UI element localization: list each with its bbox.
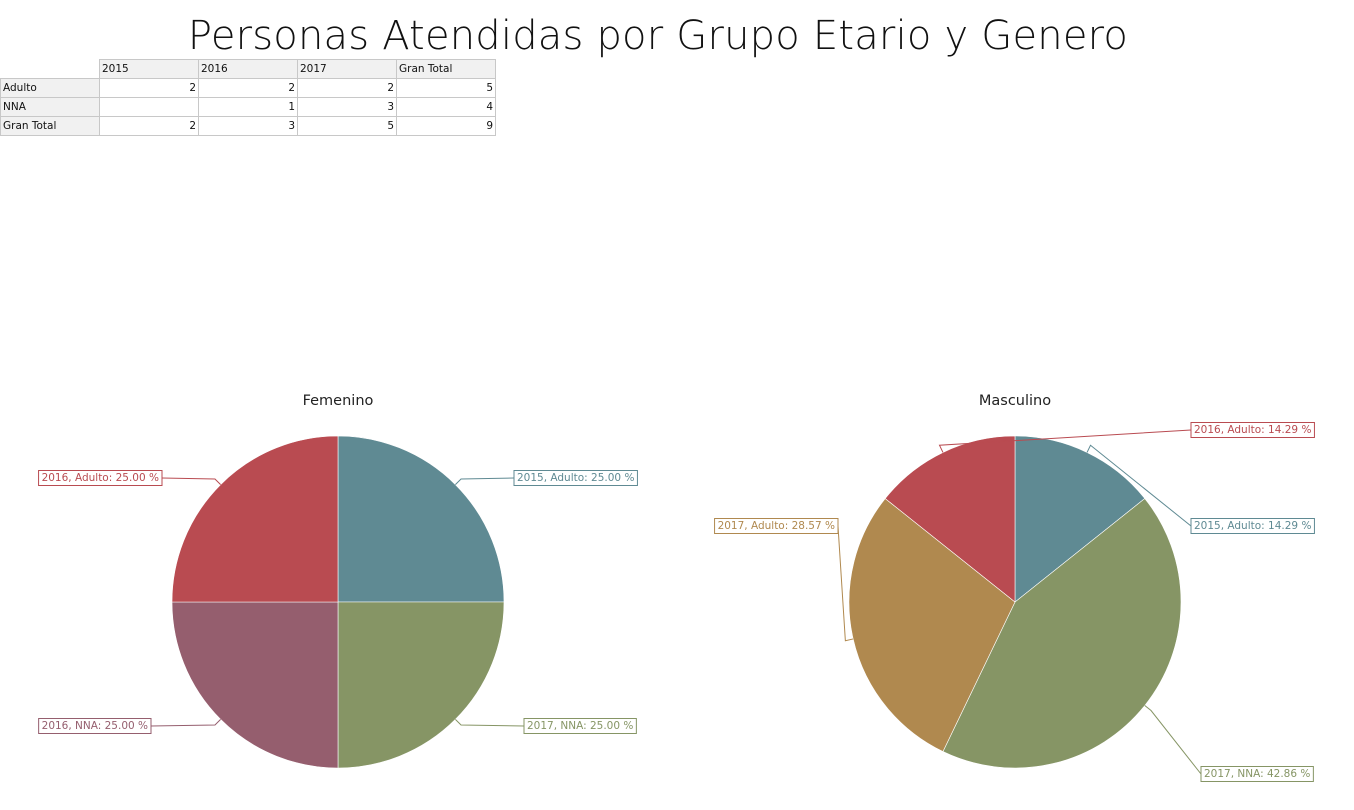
table-row: Gran Total 2 3 5 9 [0,116,496,136]
leader-line [1086,444,1192,527]
data-label-box [1190,518,1315,534]
pie-slice [171,601,339,769]
data-label: 2016, Adulto: 25.00 % [42,472,159,484]
table-cell: 2 [99,116,199,136]
data-label-box [513,470,638,486]
row-header: Adulto [0,78,100,98]
table-cell: 2 [297,78,397,98]
pie-slice [1014,435,1146,603]
data-label: 2017, Adulto: 28.57 % [718,520,835,532]
data-label: 2015, Adulto: 14.29 % [1194,520,1311,532]
column-header: 2016 [198,59,298,79]
leader-line [455,719,525,727]
pie-slice [337,435,505,603]
page-title: Personas Atendidas por Grupo Etario y Ge… [187,13,1129,59]
pivot-table: 2015 2016 2017 Gran Total Adulto 2 2 2 5… [0,59,496,136]
data-label-box [714,518,839,534]
table-cell: 3 [198,116,298,136]
table-cell: 4 [396,97,496,117]
data-label: 2017, NNA: 42.86 % [1204,768,1310,780]
chart-title: Masculino [979,393,1051,409]
leader-line [455,477,515,485]
table-cell [99,97,199,117]
table-cell: 2 [198,78,298,98]
table-row: Adulto 2 2 2 5 [0,78,496,98]
leader-line [837,525,854,642]
pie-slice [337,601,505,769]
pie-slice [942,498,1182,769]
pie-slice [171,435,339,603]
data-label: 2015, Adulto: 25.00 % [517,472,634,484]
data-label: 2016, Adulto: 14.29 % [1194,424,1311,436]
table-cell: 9 [396,116,496,136]
column-header: 2017 [297,59,397,79]
data-label-box [38,718,152,734]
data-label-box [1200,766,1314,782]
leader-line [1144,705,1202,775]
data-label-box [1190,422,1315,438]
pie-chart-masculino: Masculino 2015, Adulto: 14.29 % 2017, NNA:… [714,393,1315,782]
chart-title: Femenino [303,393,374,409]
pie-slice [848,498,1016,752]
data-label: 2017, NNA: 25.00 % [527,720,633,732]
leader-line [938,429,1192,453]
column-header: Gran Total [396,59,496,79]
leader-line [150,719,221,727]
pie-chart-femenino: Femenino 2015, Adulto: 25.00 % 2017, NNA: … [38,393,638,769]
leader-line [161,477,221,485]
data-label: 2016, NNA: 25.00 % [42,720,148,732]
column-header: 2015 [99,59,199,79]
table-row: NNA 1 3 4 [0,97,496,117]
data-label-box [523,718,637,734]
row-header: Gran Total [0,116,100,136]
data-label-box [38,470,163,486]
